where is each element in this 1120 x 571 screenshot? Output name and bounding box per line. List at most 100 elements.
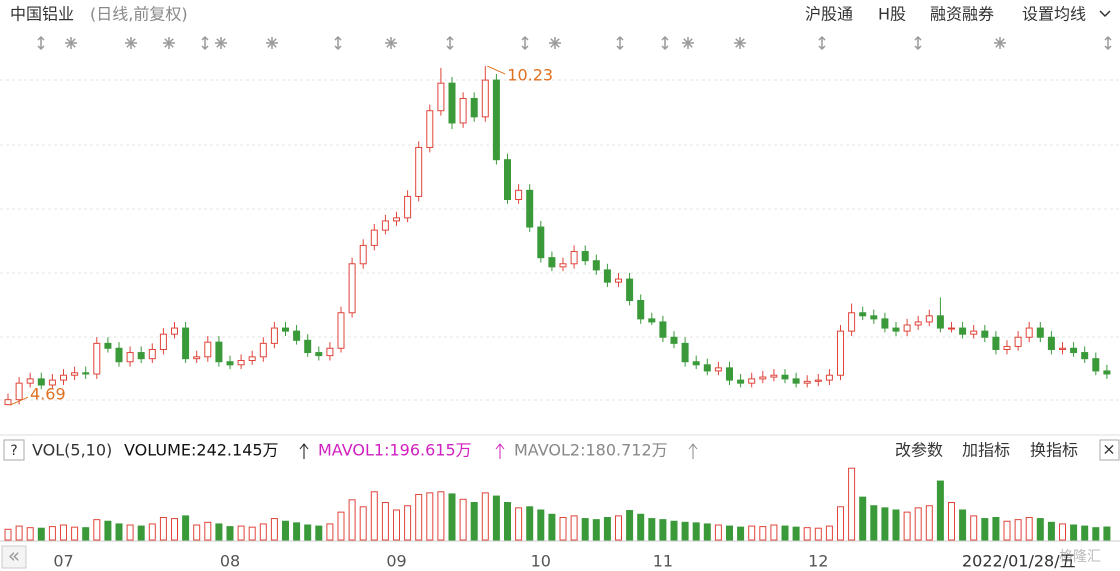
volume-bar (781, 525, 789, 541)
volume-bar (348, 499, 356, 541)
x-tick-label: 07 (53, 552, 73, 571)
event-icon (216, 38, 226, 48)
candle-body (803, 380, 811, 384)
close-button[interactable] (1099, 439, 1120, 461)
menu-item[interactable]: 融资融券 (930, 5, 994, 24)
volume-bar (515, 507, 523, 541)
volume-bar (626, 510, 634, 541)
candle-body (1103, 370, 1111, 375)
event-icon (735, 38, 745, 48)
volume-bar (992, 517, 1000, 541)
help-button[interactable] (3, 439, 25, 461)
volume-bar (537, 509, 545, 541)
event-icon (914, 35, 922, 51)
volume-bar (315, 525, 323, 541)
volume-bar (1081, 525, 1089, 541)
candle-body (304, 339, 312, 354)
volume-bar (903, 511, 911, 541)
candle-body (648, 318, 656, 323)
volume-bar (615, 515, 622, 541)
volume-bar (559, 517, 567, 541)
volume-bar (248, 526, 256, 541)
candle-body (814, 379, 822, 382)
volume-bar (104, 520, 112, 541)
candle-body (159, 333, 167, 350)
candle-body (481, 79, 489, 118)
volume-bar (603, 517, 611, 541)
dropdown-icon[interactable] (1099, 10, 1111, 18)
candle-body (4, 399, 12, 406)
volume-bar (670, 520, 678, 541)
candle-body (703, 364, 711, 372)
volume-bar (215, 523, 223, 541)
volume-bar (93, 519, 101, 541)
price-annotation: 10.23 (507, 66, 553, 85)
volume-bar (970, 515, 978, 541)
candle-body (726, 367, 733, 381)
date-label: 2022/01/28/五 (962, 552, 1076, 571)
volume-bar (82, 527, 90, 541)
candle-body (1025, 327, 1033, 338)
candle-body (504, 159, 511, 200)
menu-item[interactable]: 沪股通 (805, 5, 853, 24)
volume-bar (825, 525, 833, 541)
menu-item[interactable]: 设置均线 (1022, 5, 1086, 24)
volume-bar (182, 515, 190, 541)
candle-body (148, 348, 156, 360)
nav-button[interactable] (1, 545, 27, 569)
candle-body (415, 146, 423, 197)
candle-body (559, 263, 567, 268)
volume-bar (659, 519, 667, 541)
volume-bar (925, 505, 933, 541)
vol-button[interactable]: 改参数 (895, 441, 943, 460)
x-tick-label: 10 (531, 552, 551, 571)
candle-body (848, 312, 856, 332)
watermark: 格隆汇 (1059, 549, 1101, 565)
volume-bar (959, 509, 967, 541)
candle-body (60, 374, 67, 381)
volume-bar (692, 522, 700, 541)
candle-body (326, 347, 334, 357)
volume-bar (681, 521, 689, 541)
volume-bar (548, 513, 556, 541)
candle-body (437, 82, 445, 112)
vol-button[interactable]: 换指标 (1030, 441, 1078, 460)
volume-bar (981, 518, 989, 541)
volume-bar (237, 525, 245, 541)
candle-body (770, 374, 778, 378)
candle-body (337, 312, 345, 349)
x-tick-label: 12 (808, 552, 828, 571)
volume-bar (726, 525, 733, 541)
volume-bar (171, 518, 178, 541)
arrow-icon (688, 443, 698, 459)
volume-bar (837, 506, 844, 541)
candle-body (659, 321, 667, 338)
candle-body (1014, 336, 1022, 347)
vol-button[interactable]: 加指标 (962, 441, 1010, 460)
volume-bar (159, 517, 167, 541)
volume-bar (737, 526, 745, 541)
menu-item[interactable]: H股 (878, 5, 906, 24)
volume-bar (304, 524, 312, 541)
volume-bar (126, 524, 134, 541)
candle-body (71, 372, 79, 376)
event-icon (818, 35, 826, 51)
volume-bar (37, 527, 45, 541)
close-text: × (1102, 440, 1115, 459)
annotation-arrow (9, 396, 29, 406)
volume-bar (1014, 519, 1022, 541)
volume-bar (1070, 524, 1078, 541)
candle-body (381, 220, 389, 231)
event-icon (126, 38, 136, 48)
volume-bar (404, 505, 412, 541)
candle-body (970, 330, 978, 335)
volume-bar (814, 527, 822, 541)
candle-body (948, 327, 955, 330)
candle-body (859, 312, 867, 317)
volume-bar (437, 491, 445, 541)
candle-body (459, 97, 467, 124)
candle-body (570, 251, 578, 265)
candle-body (681, 342, 689, 363)
volume-bar (393, 509, 400, 541)
